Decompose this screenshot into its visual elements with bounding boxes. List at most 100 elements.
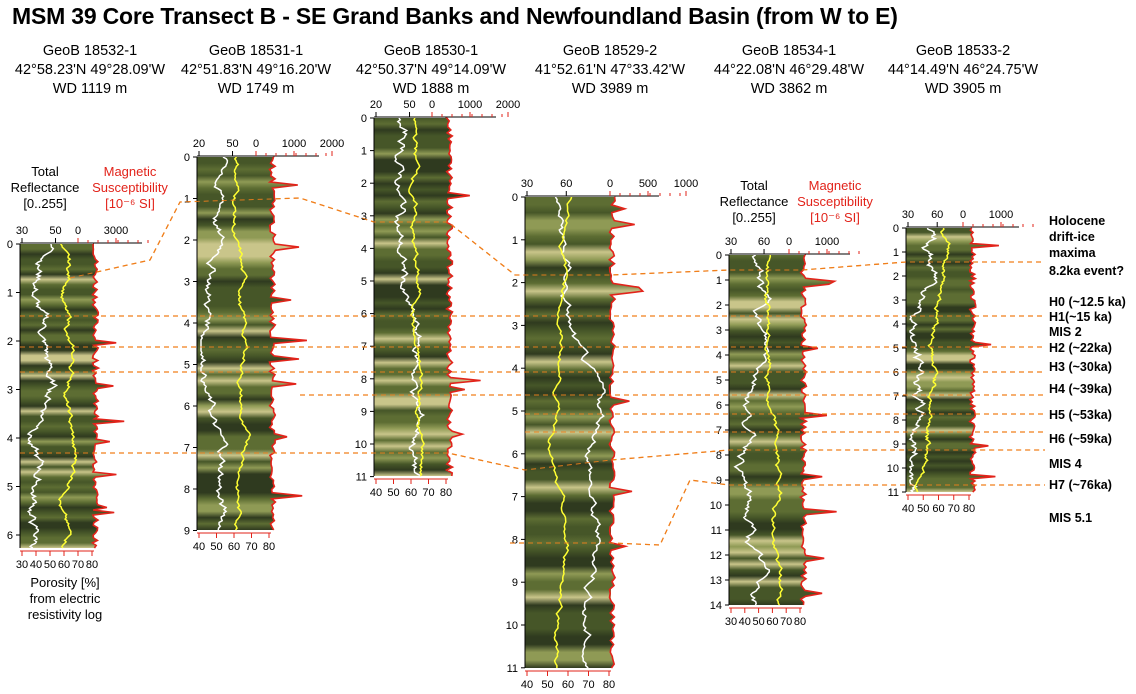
- top-tick-label: 0: [429, 99, 435, 111]
- depth-tick-label: 11: [888, 487, 899, 499]
- depth-tick-label: 4: [361, 243, 367, 255]
- total-reflectance-curve: [393, 117, 426, 477]
- depth-tick-label: 13: [710, 575, 722, 587]
- depth-tick-label: 3: [716, 325, 722, 337]
- core-photo-edge: [374, 118, 481, 476]
- depth-tick-label: 10: [506, 620, 518, 632]
- porosity-tick-label: 40: [193, 541, 205, 553]
- porosity-tick-label: 40: [521, 679, 533, 691]
- depth-tick-label: 2: [361, 178, 367, 190]
- porosity-curve: [57, 243, 78, 549]
- core-water-depth: WD 1119 m: [52, 81, 128, 97]
- susceptibility-title: Magnetic Susceptibility [10⁻⁶ SI]: [92, 164, 168, 211]
- magnetic-susceptibility-curve: [607, 196, 645, 669]
- top-tick-label: 30: [725, 236, 737, 248]
- depth-tick-label: 2: [184, 235, 190, 247]
- depth-tick-label: 6: [716, 400, 722, 412]
- depth-tick-label: 5: [7, 482, 13, 494]
- top-tick-label: 0: [607, 178, 613, 190]
- depth-tick-label: 5: [716, 375, 722, 387]
- core-id: GeoB 18531-1: [208, 43, 304, 59]
- depth-tick-label: 5: [184, 360, 190, 372]
- depth-tick-label: 0: [893, 223, 899, 235]
- depth-tick-label: 9: [512, 577, 518, 589]
- porosity-tick-label: 80: [263, 541, 275, 553]
- core-header-18530: GeoB 18530-1 42°50.37'N 49°14.09'W WD 18…: [336, 42, 526, 99]
- depth-tick-label: 7: [893, 391, 899, 403]
- depth-tick-label: 8: [893, 415, 899, 427]
- porosity-legend: Porosity [%] from electric resistivity l…: [10, 575, 120, 623]
- core-position: 44°22.08'N 46°29.48'W: [713, 62, 865, 78]
- correlation-line-overlay: [69, 197, 1045, 279]
- depth-tick-label: 0: [716, 250, 722, 262]
- depth-tick-label: 8: [184, 484, 190, 496]
- event-h5: H5 (~53ka): [1049, 408, 1112, 422]
- depth-tick-label: 5: [361, 276, 367, 288]
- core-photo-edge: [906, 228, 999, 492]
- top-tick-label: 60: [758, 236, 770, 248]
- magnetic-susceptibility-curve: [267, 156, 307, 531]
- top-tick-label: 30: [521, 178, 533, 190]
- depth-tick-label: 11: [356, 472, 367, 484]
- depth-tick-label: 8: [716, 450, 722, 462]
- magnetic-susceptibility-curve: [444, 117, 481, 477]
- porosity-tick-label: 60: [766, 616, 778, 628]
- reflectance-title-2: Total Reflectance [0..255]: [719, 178, 789, 225]
- porosity-tick-label: 50: [752, 616, 764, 628]
- core-header-18529: GeoB 18529-2 41°52.61'N 47°33.42'W WD 39…: [515, 42, 705, 99]
- core-id: GeoB 18534-1: [741, 43, 837, 59]
- porosity-tick-label: 80: [963, 503, 975, 515]
- top-tick-label: 500: [639, 178, 657, 190]
- depth-tick-label: 3: [361, 211, 367, 223]
- depth-tick-label: 2: [893, 271, 899, 283]
- magnetic-susceptibility-curve: [967, 227, 999, 493]
- correlation-line-overlay: [510, 479, 1045, 546]
- core-header-18534: GeoB 18534-1 44°22.08'N 46°29.48'W WD 38…: [694, 42, 884, 99]
- porosity-tick-label: 60: [932, 503, 944, 515]
- depth-tick-label: 10: [355, 439, 367, 451]
- core-id: GeoB 18529-2: [562, 43, 658, 59]
- top-tick-label: 2000: [320, 138, 344, 150]
- porosity-curve: [763, 254, 784, 606]
- depth-tick-label: 4: [184, 318, 190, 330]
- depth-tick-label: 11: [507, 663, 518, 675]
- porosity-tick-label: 40: [902, 503, 914, 515]
- porosity-tick-label: 60: [228, 541, 240, 553]
- depth-tick-label: 9: [184, 526, 190, 538]
- depth-tick-label: 2: [512, 278, 518, 290]
- susceptibility-legend-left: Magnetic Susceptibility [10⁻⁶ SI]: [85, 164, 175, 212]
- depth-tick-label: 3: [184, 277, 190, 289]
- depth-tick-label: 10: [710, 500, 722, 512]
- porosity-tick-label: 50: [44, 559, 56, 571]
- depth-tick-label: 1: [184, 194, 190, 206]
- porosity-tick-label: 70: [948, 503, 960, 515]
- event-mis2: MIS 2: [1049, 325, 1082, 339]
- top-tick-label: 0: [786, 236, 792, 248]
- core-photo-edge: [20, 244, 125, 548]
- susceptibility-title-2: Magnetic Susceptibility [10⁻⁶ SI]: [797, 178, 873, 225]
- depth-tick-label: 8: [361, 374, 367, 386]
- event-holocene: Holocene drift-ice maxima: [1049, 213, 1105, 261]
- depth-tick-label: 6: [512, 449, 518, 461]
- core-header-18533: GeoB 18533-2 44°14.49'N 46°24.75'W WD 39…: [868, 42, 1058, 99]
- event-h3: H3 (~30ka): [1049, 360, 1112, 374]
- event-h2: H2 (~22ka): [1049, 341, 1112, 355]
- depth-tick-label: 0: [7, 239, 13, 251]
- depth-tick-label: 7: [716, 425, 722, 437]
- depth-tick-label: 2: [716, 300, 722, 312]
- depth-tick-label: 1: [716, 275, 722, 287]
- top-tick-label: 1000: [815, 236, 839, 248]
- porosity-title: Porosity [%] from electric resistivity l…: [27, 575, 103, 622]
- porosity-tick-label: 70: [422, 487, 434, 499]
- core-id: GeoB 18530-1: [383, 43, 479, 59]
- top-tick-label: 3000: [104, 225, 128, 237]
- top-tick-label: 1000: [989, 209, 1013, 221]
- core-header-18531: GeoB 18531-1 42°51.83'N 49°16.20'W WD 17…: [161, 42, 351, 99]
- core-position: 41°52.61'N 47°33.42'W: [534, 62, 686, 78]
- depth-tick-label: 9: [893, 439, 899, 451]
- top-tick-label: 50: [226, 138, 238, 150]
